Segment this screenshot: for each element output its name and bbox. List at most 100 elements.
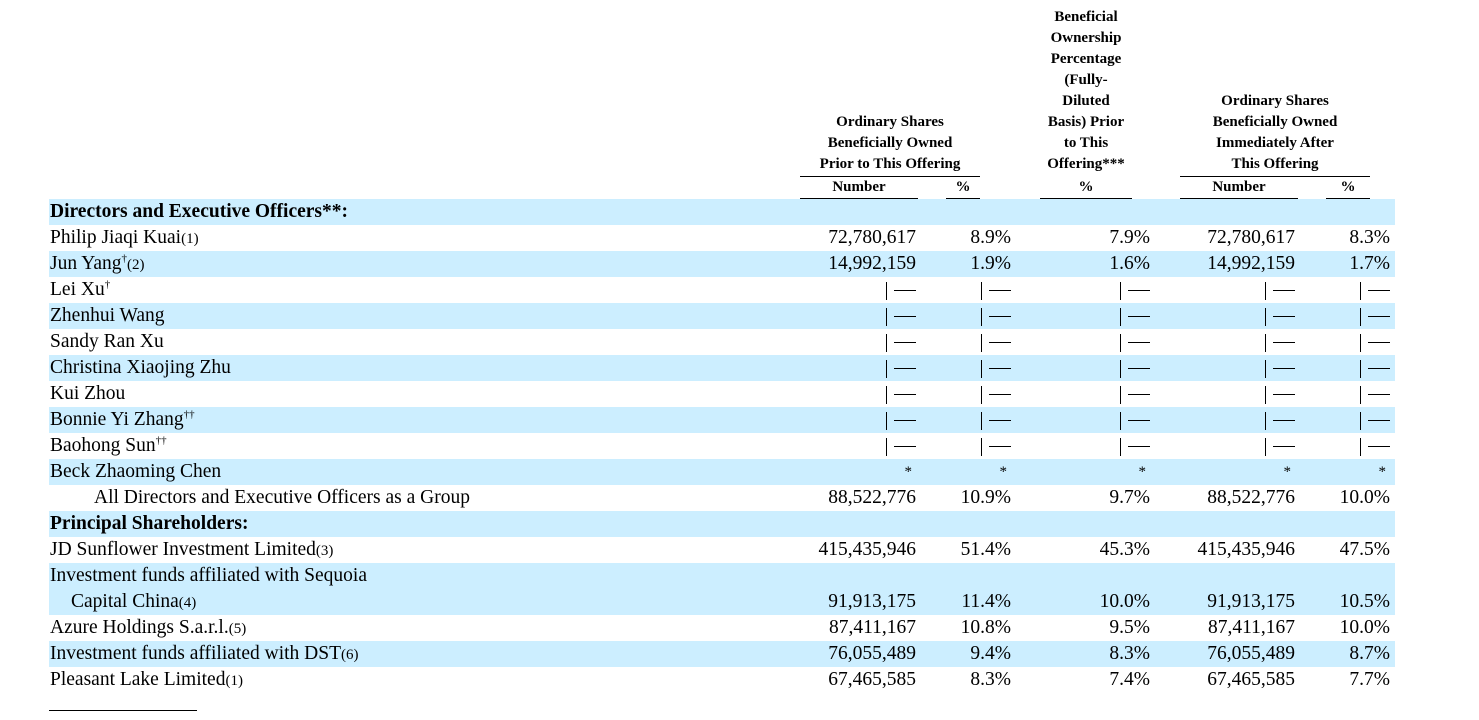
nil-dash [1368,342,1390,344]
footnote-dagger: †† [183,408,195,421]
cell-percent-diluted [1080,329,1150,355]
cell-number-after: 88,522,776 [1207,487,1295,508]
nil-dash [989,342,1011,344]
table-row: Sandy Ran Xu [49,329,1395,355]
row-label: Sandy Ran Xu [50,329,164,355]
cell-percent-diluted: 9.7% [1109,487,1150,508]
column-divider [1265,333,1266,352]
row-label-text: Azure Holdings S.a.r.l. [50,617,229,638]
footnote-dagger: † [121,252,128,265]
header-group-prior-shares: Ordinary Shares Beneficially Owned Prior… [800,112,980,175]
cell-number-prior: 91,913,175 [828,591,916,612]
cell-number-prior [801,381,916,407]
cell-percent-diluted: 45.3% [1099,539,1150,560]
nil-dash [1128,368,1150,370]
nil-dash [894,446,916,448]
nil-dash [1273,420,1295,422]
cell-percent-after [1320,433,1390,459]
column-divider [886,359,887,378]
cell-number-after [1179,329,1295,355]
nil-dash [1273,368,1295,370]
cell-percent-prior: 9.4% [970,643,1011,664]
column-divider [1265,359,1266,378]
table-row: Lei Xu† [49,277,1395,303]
row-label-text: Investment funds affiliated with Sequoia [50,565,367,586]
row-label: Beck Zhaoming Chen [50,459,221,485]
cell-percent-prior [941,355,1011,381]
cell-percent-diluted [1080,381,1150,407]
column-divider [981,281,982,300]
header-line: Beneficial [1054,9,1118,25]
nil-dash [1128,342,1150,344]
cell-number-prior: 415,435,946 [818,539,917,560]
column-divider [1120,333,1121,352]
subheader-number: Number [1212,179,1266,195]
cell-percent-prior: 8.3% [970,669,1011,690]
table-row: Azure Holdings S.a.r.l.(5) 87,411,167 10.8… [49,615,1395,641]
row-label: Zhenhui Wang [50,303,165,329]
column-divider [1265,281,1266,300]
column-divider [1120,385,1121,404]
cell-percent-after [1320,277,1390,303]
column-divider [981,333,982,352]
cell-number-prior [801,303,916,329]
column-divider [1360,359,1361,378]
nil-dash [894,420,916,422]
cell-number-after: * [1283,464,1292,480]
cell-percent-diluted [1080,355,1150,381]
header-line: Beneficially Owned [827,135,953,151]
cell-percent-diluted [1080,277,1150,303]
cell-percent-prior: 10.9% [960,487,1011,508]
nil-dash [989,316,1011,318]
row-label: Pleasant Lake Limited(1) [50,667,243,693]
header-line: (Fully- [1064,72,1108,88]
table-row: Investment funds affiliated with DST(6) 7… [49,641,1395,667]
cell-number-prior: 87,411,167 [828,617,916,638]
cell-percent-after [1320,381,1390,407]
subheader-underline [1180,198,1298,199]
cell-percent-after: 8.7% [1349,643,1390,664]
subheader-number: Number [832,179,886,195]
header-line: Diluted [1062,93,1110,109]
cell-percent-prior [941,277,1011,303]
row-label: Jun Yang†(2) [50,251,145,277]
column-divider [1360,333,1361,352]
nil-dash [1273,316,1295,318]
cell-number-prior: 72,780,617 [828,227,916,248]
column-divider [1120,281,1121,300]
cell-percent-after: 47.5% [1339,539,1390,560]
cell-number-after [1179,433,1295,459]
row-label-text: Sandy Ran Xu [50,331,164,352]
footnote-dagger: †† [155,434,167,447]
table-row: All Directors and Executive Officers as … [49,485,1395,511]
table-row: Kui Zhou [49,381,1395,407]
cell-number-prior: 76,055,489 [828,643,916,664]
cell-percent-prior [941,381,1011,407]
table-row: Beck Zhaoming Chen * * * * * [49,459,1395,485]
row-label: Philip Jiaqi Kuai(1) [50,225,199,251]
cell-percent-after: 8.3% [1349,227,1390,248]
row-label-text: Christina Xiaojing Zhu [50,357,231,378]
table-row: Bonnie Yi Zhang†† [49,407,1395,433]
header-line: Beneficially Owned [1212,114,1338,130]
cell-number-after: 14,992,159 [1207,253,1295,274]
cell-percent-prior: 51.4% [960,539,1011,560]
footnote-reference: (6) [341,647,359,663]
cell-percent-after: 1.7% [1349,253,1390,274]
nil-dash [894,394,916,396]
column-divider [886,411,887,430]
column-divider [1360,307,1361,326]
cell-number-prior: 67,465,585 [828,669,916,690]
table-row: Investment funds affiliated with Sequoia [49,563,1395,589]
cell-percent-prior [941,329,1011,355]
subheader-underline [1326,198,1370,199]
cell-number-after [1179,407,1295,433]
cell-number-after: 72,780,617 [1207,227,1295,248]
table-row: Capital China(4) 91,913,175 11.4% 10.0% 91,9… [49,589,1395,615]
cell-percent-prior [941,433,1011,459]
cell-percent-diluted: 7.9% [1109,227,1150,248]
column-divider [981,359,982,378]
cell-percent-diluted: 10.0% [1099,591,1150,612]
nil-dash [1273,342,1295,344]
row-label: Investment funds affiliated with DST(6) [50,641,359,667]
